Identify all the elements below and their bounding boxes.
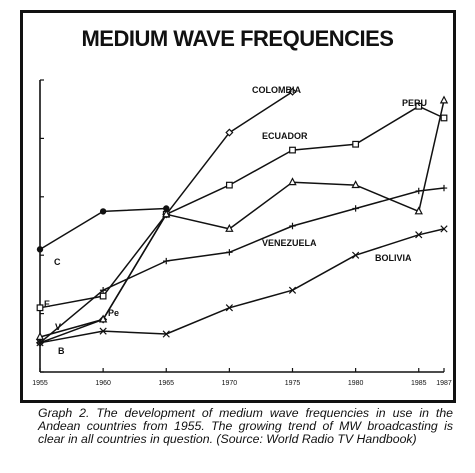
series-layer [35,87,449,347]
label-peru: PERU [402,98,427,108]
x-tick-label: 1980 [348,380,364,387]
data-point [98,314,108,323]
data-point [225,128,234,137]
data-point [163,257,170,265]
data-point [288,87,297,96]
data-point [352,205,359,212]
series-line-venezuela [39,187,445,344]
series-c [36,205,170,253]
series-venezuela [36,184,448,346]
data-point [440,184,448,192]
chart-frame [20,10,456,403]
x-tick-label: 1960 [95,380,111,387]
series-line-c [39,207,167,251]
data-point [225,181,233,189]
data-point [99,292,107,300]
data-point [440,114,448,122]
label-bolivia: BOLIVIA [375,253,412,263]
data-point [289,222,296,230]
series-peru [35,95,449,340]
x-tick-label: 1985 [411,380,427,387]
x-tick-label: 1975 [285,380,301,387]
series-ecuador [36,102,448,312]
data-point [415,187,422,195]
data-point [288,286,297,294]
data-point [162,330,170,338]
label-colombia: COLOMBIA [252,85,301,95]
label-pe: Pe [108,308,119,318]
label-venezuela: VENEZUELA [262,238,317,248]
data-point [440,225,448,233]
data-point [225,223,234,232]
data-point [36,246,44,253]
label-e: E [44,299,50,309]
label-ecuador: ECUADOR [262,131,308,141]
data-point [351,180,360,189]
data-point [36,339,44,347]
data-point [415,102,423,110]
data-point [99,208,107,215]
x-tick-label: 1970 [222,380,238,387]
data-point [352,251,360,259]
label-v: V [55,322,61,332]
data-point [163,205,170,212]
label-b: B [58,346,65,356]
x-tick-label: 1987 [436,380,452,387]
x-ticks: 1955 1960 1965 1970 1975 1980 1985 1987 [32,368,452,387]
data-point [99,287,107,294]
data-point [225,304,233,312]
data-point [36,304,44,312]
data-point [162,209,171,218]
data-point [352,140,360,148]
chart-title: MEDIUM WAVE FREQUENCIES [81,26,394,51]
y-ticks [40,79,44,373]
series-line-peru [39,100,445,338]
data-point [226,249,233,256]
series-line-bolivia [39,228,445,344]
series-labels: COLOMBIA PERU ECUADOR VENEZUELA BOLIVIA … [44,85,427,356]
series-line-ecuador [39,105,445,309]
label-c: C [54,257,61,267]
x-tick-label: 1955 [32,380,48,387]
data-point [288,177,297,186]
data-point [414,206,423,215]
data-point [289,146,296,154]
data-point [439,95,449,104]
data-point [99,327,107,335]
series-bolivia [36,225,448,347]
data-point [35,331,45,340]
data-point [415,231,423,239]
x-tick-label: 1965 [158,380,174,387]
figure-caption: Graph 2. The development of medium wave … [38,406,453,446]
